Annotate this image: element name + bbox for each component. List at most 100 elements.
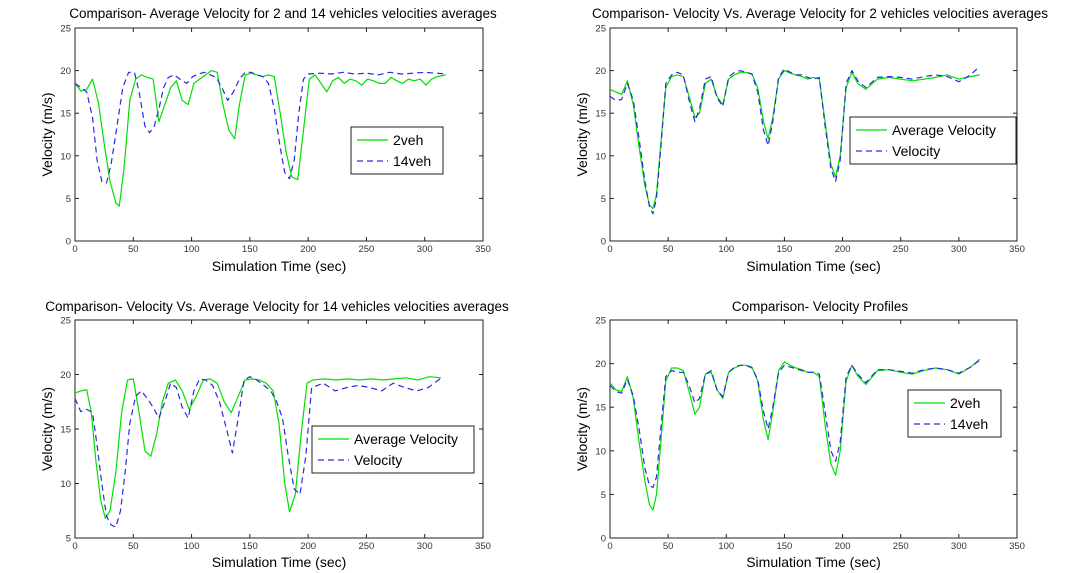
legend: Average Velocity Velocity <box>849 116 1017 165</box>
y-axis-label: Velocity (m/s) <box>574 92 590 176</box>
chart-title: Comparison- Velocity Profiles <box>732 299 909 314</box>
x-tick-label: 100 <box>184 541 200 552</box>
legend-box <box>311 425 475 474</box>
y-tick-label: 5 <box>601 194 606 205</box>
x-tick-label: 0 <box>607 244 612 255</box>
y-tick-label: 0 <box>601 237 606 248</box>
x-axis-label: Simulation Time (sec) <box>746 258 881 274</box>
y-tick-label: 25 <box>60 24 71 35</box>
y-tick-label: 25 <box>595 24 606 35</box>
x-tick-label: 250 <box>358 244 374 255</box>
x-tick-label: 150 <box>242 541 258 552</box>
x-tick-label: 250 <box>893 541 909 552</box>
y-axis-label: Velocity (m/s) <box>39 387 55 471</box>
y-tick-label: 25 <box>60 316 71 327</box>
y-tick-label: 5 <box>601 490 606 501</box>
x-axis-label: Simulation Time (sec) <box>212 554 347 570</box>
x-tick-label: 50 <box>663 541 674 552</box>
plot-area <box>609 319 1018 539</box>
y-tick-label: 5 <box>66 534 71 545</box>
series-line-average-velocity <box>75 376 442 519</box>
legend-label: 2veh <box>393 132 423 148</box>
series-line-2veh <box>75 70 446 207</box>
x-tick-label: 50 <box>663 244 674 255</box>
x-axis-label: Simulation Time (sec) <box>212 258 347 274</box>
series-line-14veh <box>610 359 981 488</box>
series-group <box>75 70 446 207</box>
y-tick-label: 15 <box>60 109 71 120</box>
y-tick-label: 15 <box>595 109 606 120</box>
series-group <box>610 358 981 511</box>
chart-3: Comparison- Velocity Vs. Average Velocit… <box>39 299 509 570</box>
legend: Average Velocity Velocity <box>311 425 475 474</box>
legend: 2veh 14veh <box>907 389 1002 438</box>
x-tick-label: 100 <box>718 244 734 255</box>
chart-2: Comparison- Velocity Vs. Average Velocit… <box>574 6 1048 274</box>
series-line-2veh <box>610 358 981 511</box>
plot-area <box>609 27 1018 242</box>
plot-area <box>74 27 484 242</box>
series-line-velocity <box>75 376 441 528</box>
chart-title: Comparison- Velocity Vs. Average Velocit… <box>592 6 1048 21</box>
y-axis-label: Velocity (m/s) <box>39 92 55 176</box>
x-tick-label: 300 <box>417 541 433 552</box>
y-tick-label: 20 <box>60 370 71 381</box>
x-tick-label: 350 <box>475 541 491 552</box>
x-tick-label: 350 <box>1009 541 1025 552</box>
x-tick-label: 150 <box>776 541 792 552</box>
y-tick-label: 20 <box>60 66 71 77</box>
legend-label: Average Velocity <box>354 431 458 447</box>
x-tick-label: 300 <box>951 541 967 552</box>
x-tick-label: 300 <box>951 244 967 255</box>
y-tick-label: 10 <box>595 151 606 162</box>
y-tick-label: 10 <box>595 446 606 457</box>
x-tick-label: 50 <box>128 244 139 255</box>
legend-label: 2veh <box>950 395 980 411</box>
x-tick-label: 200 <box>300 244 316 255</box>
y-tick-label: 0 <box>601 534 606 545</box>
x-tick-label: 350 <box>475 244 491 255</box>
y-tick-label: 15 <box>595 403 606 414</box>
x-tick-label: 0 <box>72 541 77 552</box>
legend-box <box>907 389 1002 438</box>
y-tick-label: 5 <box>66 194 71 205</box>
y-tick-label: 10 <box>60 151 71 162</box>
legend-label: 14veh <box>950 416 988 432</box>
x-tick-label: 100 <box>718 541 734 552</box>
x-tick-label: 200 <box>835 244 851 255</box>
y-tick-label: 15 <box>60 425 71 436</box>
x-tick-label: 0 <box>72 244 77 255</box>
x-tick-label: 100 <box>184 244 200 255</box>
legend-label: Average Velocity <box>892 122 996 138</box>
x-tick-label: 0 <box>607 541 612 552</box>
x-tick-label: 50 <box>128 541 139 552</box>
legend-label: 14veh <box>393 153 431 169</box>
y-tick-label: 0 <box>66 237 71 248</box>
legend-label: Velocity <box>892 143 940 159</box>
chart-title: Comparison- Velocity Vs. Average Velocit… <box>45 299 509 314</box>
x-tick-label: 150 <box>242 244 258 255</box>
series-line-14veh <box>75 71 446 184</box>
y-tick-label: 10 <box>60 479 71 490</box>
y-tick-label: 25 <box>595 316 606 327</box>
x-tick-label: 350 <box>1009 244 1025 255</box>
legend-box <box>849 116 1017 165</box>
series-line-velocity <box>610 65 981 215</box>
x-tick-label: 200 <box>835 541 851 552</box>
x-tick-label: 150 <box>776 244 792 255</box>
legend-label: Velocity <box>354 452 402 468</box>
x-tick-label: 200 <box>300 541 316 552</box>
chart-title: Comparison- Average Velocity for 2 and 1… <box>69 6 497 21</box>
legend-box <box>350 126 444 175</box>
x-tick-label: 300 <box>417 244 433 255</box>
chart-1: Comparison- Average Velocity for 2 and 1… <box>39 6 497 274</box>
series-group <box>75 376 442 528</box>
x-tick-label: 250 <box>893 244 909 255</box>
series-group <box>610 65 981 215</box>
y-tick-label: 20 <box>595 66 606 77</box>
y-axis-label: Velocity (m/s) <box>574 387 590 471</box>
legend: 2veh 14veh <box>350 126 444 175</box>
x-tick-label: 250 <box>358 541 374 552</box>
